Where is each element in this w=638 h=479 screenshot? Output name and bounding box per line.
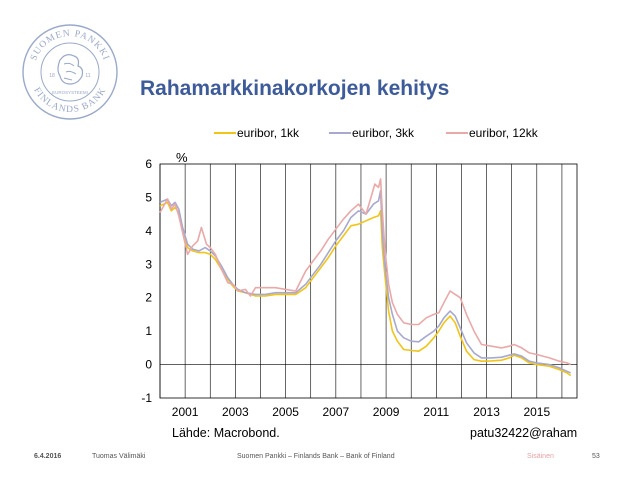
plot-frame (159, 163, 578, 399)
chart-grid (159, 163, 578, 399)
legend-swatch-euribor-1kk (214, 132, 236, 134)
y-tick-label: 5 (145, 190, 152, 204)
y-unit-label: % (176, 150, 188, 165)
y-tick-label: 1 (145, 324, 152, 338)
chart-legend: euribor, 1kk euribor, 3kk euribor, 12kk (0, 126, 638, 144)
chart-series (159, 178, 572, 377)
chart-id: patu32422@raham (470, 426, 578, 440)
chart-ticks: -1 0 1 2 3 4 5 6 2001 2003 2005 2007 2009 2011 2013 201… (141, 157, 550, 419)
legend-item-euribor-12kk: euribor, 12kk (446, 126, 538, 140)
legend-item-euribor-3kk: euribor, 3kk (329, 126, 414, 140)
legend-label-euribor-1kk: euribor, 1kk (237, 126, 300, 140)
legend-label-euribor-3kk: euribor, 3kk (352, 126, 415, 140)
x-tick-label: 2007 (322, 405, 349, 419)
x-tick-label: 2005 (272, 405, 299, 419)
x-tick-label: 2015 (523, 405, 550, 419)
footer-author: Tuomas Välimäki (92, 453, 146, 460)
legend-item-euribor-1kk: euribor, 1kk (214, 126, 299, 140)
source-note: Lähde: Macrobond. (172, 426, 280, 440)
slide-title: Rahamarkkinakorkojen kehitys (140, 77, 450, 100)
legend-swatch-euribor-3kk (329, 132, 351, 134)
y-tick-label: 3 (145, 257, 152, 271)
y-tick-label: -1 (141, 391, 152, 405)
legend-label-euribor-12kk: euribor, 12kk (469, 126, 538, 140)
logo-year-left: 18 (49, 73, 55, 79)
lion-emblem-icon: SUOMEN PANKKI FINLANDS BANK 18 11 EUROSY… (22, 24, 118, 120)
y-tick-label: 4 (145, 224, 152, 238)
x-tick-label: 2011 (423, 405, 449, 419)
footer-classification: Sisäinen (527, 453, 554, 460)
footer-page-number: 53 (592, 453, 600, 460)
footer-date: 6.4.2016 (34, 453, 62, 460)
x-tick-label: 2013 (473, 405, 500, 419)
series-line-3 (159, 178, 572, 366)
series-line-1 (159, 201, 572, 377)
x-tick-label: 2009 (373, 405, 400, 419)
y-tick-label: 2 (145, 291, 152, 305)
x-tick-label: 2001 (172, 405, 199, 419)
y-tick-label: 0 (145, 358, 152, 372)
series-line-2 (159, 189, 572, 374)
logo-text-center: EUROSYSTEEMI (52, 90, 88, 95)
y-tick-label: 6 (145, 157, 152, 171)
logo-year-right: 11 (85, 73, 90, 79)
footer-organization: Suomen Pankki – Finlands Bank – Bank of … (237, 453, 395, 460)
x-tick-label: 2003 (222, 405, 249, 419)
suomen-pankki-logo: SUOMEN PANKKI FINLANDS BANK 18 11 EUROSY… (20, 22, 120, 122)
legend-swatch-euribor-12kk (446, 132, 468, 134)
